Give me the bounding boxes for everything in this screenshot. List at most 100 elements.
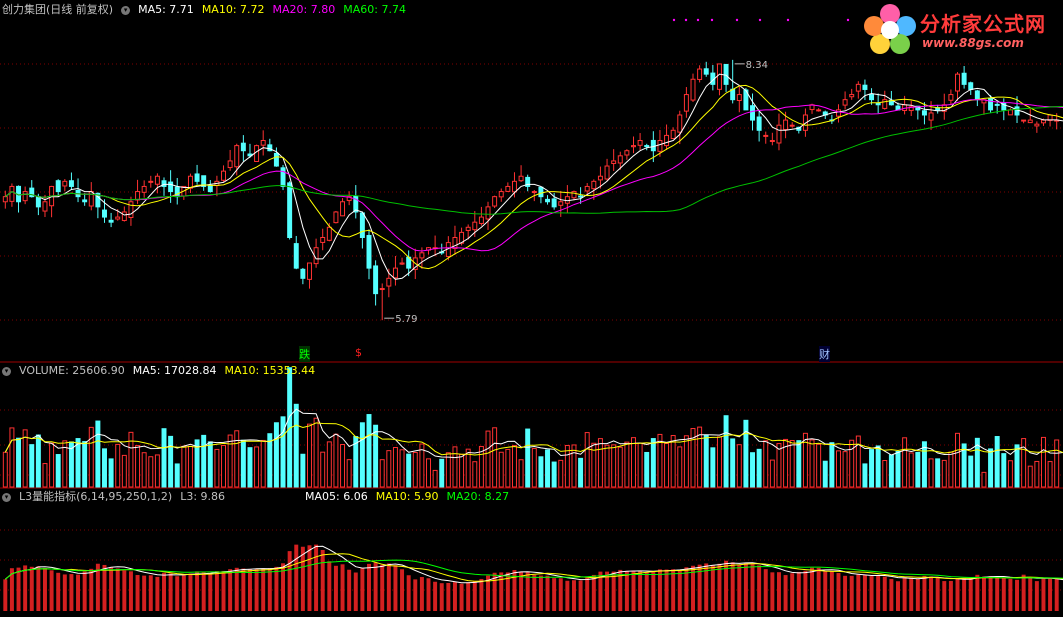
l3-bar <box>955 578 960 611</box>
volume-bar <box>432 469 438 488</box>
candle-body <box>359 212 365 238</box>
volume-bar <box>955 432 960 488</box>
l3-bar <box>664 569 669 611</box>
l3-bar <box>915 578 920 611</box>
volume-bar <box>306 423 312 488</box>
candle-body <box>306 262 312 280</box>
l3-bar <box>849 575 854 611</box>
l3-bar <box>988 576 993 611</box>
logo-title: 分析家公式网 <box>920 12 1046 36</box>
l3-bar <box>148 575 153 611</box>
l3-bar <box>565 580 570 611</box>
stock-title: 创力集团(日线 前复权) <box>2 3 114 16</box>
candle-body <box>783 119 789 131</box>
volume-bar <box>168 435 174 488</box>
candle-body <box>511 180 517 193</box>
volume-bar <box>55 454 61 488</box>
low-label: 5.79 <box>395 314 417 325</box>
chevron-down-icon[interactable]: ▾ <box>2 366 11 376</box>
volume-bar <box>1021 438 1027 488</box>
volume-bar <box>849 439 855 488</box>
logo-url[interactable]: www.88gs.com <box>922 36 1024 50</box>
volume-bar <box>1001 453 1007 488</box>
l3-bar <box>995 576 1000 611</box>
l3-bar <box>1034 581 1039 611</box>
volume-bar <box>584 432 590 488</box>
flower-logo-icon <box>864 4 916 54</box>
volume-bar <box>1034 460 1040 488</box>
volume-bar <box>716 436 722 488</box>
volume-bar <box>201 434 207 488</box>
candle-body <box>538 186 544 198</box>
l3-bar <box>810 567 815 611</box>
l3-bar <box>373 562 378 611</box>
volume-bar <box>690 428 696 488</box>
marker-cai: 财 <box>819 346 830 362</box>
volume-bar <box>102 448 107 488</box>
l3-bar <box>492 572 497 611</box>
chevron-down-icon[interactable]: ▾ <box>121 5 131 15</box>
candle-body <box>862 84 868 90</box>
l3-bar <box>684 567 689 611</box>
volume-bar <box>240 439 246 488</box>
candle-body <box>366 235 372 269</box>
candle-body <box>730 88 736 101</box>
volume-bar <box>346 459 352 488</box>
l3-bar <box>1048 578 1053 611</box>
volume-bar <box>518 459 524 488</box>
l3-bar <box>426 578 431 611</box>
candle-body <box>168 181 174 193</box>
candle-body <box>154 175 160 185</box>
l3-bar <box>558 578 563 611</box>
l3-bar <box>882 576 887 611</box>
volume-bar <box>968 455 974 488</box>
l3-bar <box>730 562 735 611</box>
candle-body <box>505 185 511 192</box>
l3-bar <box>241 568 246 611</box>
l3-bar <box>902 577 907 611</box>
candle-body <box>631 145 636 148</box>
candle-body <box>234 145 240 168</box>
candle-body <box>723 63 729 85</box>
ma20-line <box>4 99 1063 252</box>
volume-bar <box>994 436 1000 488</box>
volume-bar <box>941 459 947 488</box>
volume-bar <box>128 431 134 488</box>
volume-bar <box>194 439 200 488</box>
candle-body <box>776 124 782 144</box>
l3-bar <box>122 570 127 611</box>
l3-ma20-line <box>4 559 1063 580</box>
candle-body <box>35 196 41 208</box>
volume-bar <box>386 450 392 488</box>
candle-body <box>842 99 848 106</box>
volume-bar <box>174 463 180 488</box>
volume-bar <box>505 448 511 488</box>
l3-bar <box>380 564 385 611</box>
volume-bar <box>379 459 385 488</box>
l3-bar <box>175 576 180 611</box>
volume-bar <box>882 460 888 488</box>
l3-bar <box>1041 578 1046 611</box>
candle-body <box>141 185 147 193</box>
chevron-down-icon[interactable]: ▾ <box>2 492 11 502</box>
volume-bar <box>875 445 881 488</box>
volume-bar <box>829 442 835 488</box>
price-header: 创力集团(日线 前复权) ▾ MA5: 7.71 MA10: 7.72 MA20: 7.… <box>2 3 414 16</box>
volume-ma5-line <box>4 408 1063 459</box>
candle-body <box>300 268 306 279</box>
volume-bar <box>948 451 954 488</box>
l3-bar <box>234 567 239 611</box>
volume-bar <box>855 435 861 488</box>
l3-bar <box>221 570 226 611</box>
l3-bar <box>1008 578 1013 611</box>
l3-bar <box>981 576 986 611</box>
l3-value: L3: 9.86 <box>180 490 226 503</box>
candle-body <box>650 139 656 152</box>
candle-body <box>128 201 134 219</box>
l3-bar <box>261 568 266 611</box>
candle-body <box>869 93 875 101</box>
l3-ma10: MA10: 5.90 <box>375 490 439 503</box>
l3-bar <box>763 569 768 611</box>
